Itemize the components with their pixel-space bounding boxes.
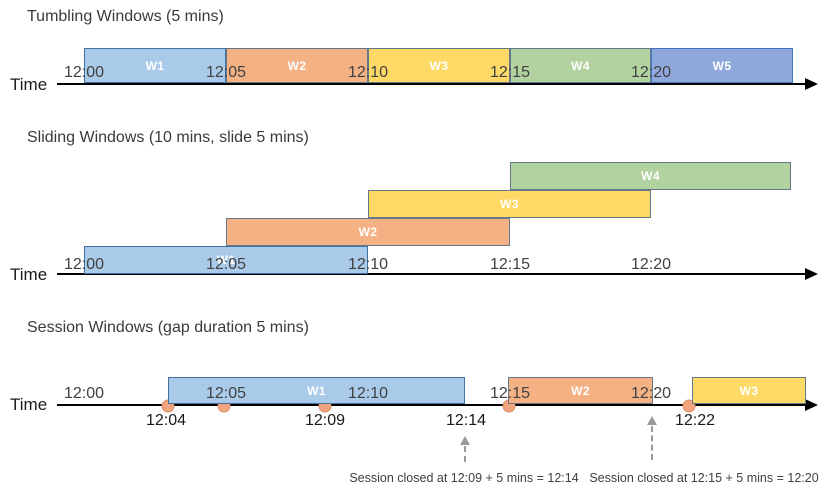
- tumbling-window-w5: W5: [651, 48, 793, 83]
- sliding-tick-1210: 12:10: [347, 256, 389, 273]
- sliding-window-w1-label: W1: [216, 253, 236, 267]
- session-tick-1220: 12:20: [630, 385, 672, 402]
- tumbling-window-w2: W2: [226, 48, 368, 83]
- tumbling-window-w3: W3: [368, 48, 510, 83]
- tumbling-window-w1: W1: [84, 48, 226, 83]
- tumbling-window-w4: W4: [510, 48, 651, 83]
- tumbling-tick-1205: 12:05: [205, 64, 247, 81]
- sliding-tick-1215: 12:15: [489, 256, 531, 273]
- sliding-window-w3-label: W3: [500, 197, 519, 211]
- session-close-arrow-2-shaft: [651, 426, 653, 460]
- sliding-tick-1205: 12:05: [205, 256, 247, 273]
- event-time-label-1222: 12:22: [674, 412, 716, 429]
- tumbling-window-w3-label: W3: [429, 58, 449, 73]
- sliding-axis-arrowhead-icon: [805, 268, 818, 280]
- tumbling-tick-1215: 12:15: [489, 64, 531, 81]
- sliding-window-w4: W4: [510, 162, 791, 190]
- tumbling-window-w5-label: W5: [712, 58, 732, 73]
- tumbling-tick-1210: 12:10: [347, 64, 389, 81]
- tumbling-section-title: Tumbling Windows (5 mins): [27, 8, 224, 25]
- session-axis-arrowhead-icon: [805, 399, 818, 411]
- tumbling-time-axis: [57, 83, 806, 85]
- sliding-window-w2-label: W2: [358, 225, 378, 239]
- sliding-section-title: Sliding Windows (10 mins, slide 5 mins): [27, 129, 309, 146]
- event-time-label-1214: 12:14: [445, 412, 487, 429]
- tumbling-window-w4-label: W4: [571, 58, 590, 73]
- sliding-window-w3: W3: [368, 190, 651, 218]
- tumbling-window-w1-label: W1: [145, 58, 165, 73]
- session-close-arrow-1-icon: [460, 436, 470, 445]
- tumbling-tick-1200: 12:00: [63, 64, 105, 81]
- session-time-axis: [57, 404, 806, 406]
- sliding-time-axis: [57, 273, 806, 275]
- session-window-w1-label: W1: [307, 383, 326, 398]
- sliding-tick-1220: 12:20: [630, 256, 672, 273]
- session-window-w1: W1: [168, 377, 465, 404]
- session-section-title: Session Windows (gap duration 5 mins): [27, 319, 309, 336]
- session-window-w3: W3: [692, 377, 806, 404]
- session-close-arrow-2-icon: [647, 416, 657, 425]
- session-window-w2-label: W2: [571, 383, 590, 398]
- session-close-arrow-1-shaft: [464, 446, 466, 462]
- event-time-label-1209: 12:09: [304, 412, 346, 429]
- tumbling-tick-1220: 12:20: [630, 64, 672, 81]
- session-tick-1215: 12:15: [489, 385, 531, 402]
- session-time-label: Time: [10, 395, 48, 414]
- sliding-window-w2: W2: [226, 218, 510, 246]
- session-close-annotation-2: Session closed at 12:15 + 5 mins = 12:20: [589, 471, 819, 485]
- tumbling-time-label: Time: [10, 75, 48, 94]
- session-window-w3-label: W3: [739, 383, 759, 398]
- sliding-window-w4-label: W4: [641, 169, 660, 183]
- tumbling-axis-arrowhead-icon: [805, 78, 818, 90]
- sliding-tick-1200: 12:00: [63, 256, 105, 273]
- sliding-time-label: Time: [10, 265, 48, 284]
- event-time-label-1204: 12:04: [145, 412, 187, 429]
- session-window-w2: W2: [508, 377, 653, 404]
- session-close-annotation-1: Session closed at 12:09 + 5 mins = 12:14: [349, 471, 579, 485]
- session-tick-1205: 12:05: [205, 385, 247, 402]
- tumbling-window-w2-label: W2: [287, 58, 307, 73]
- session-tick-1200: 12:00: [63, 385, 105, 402]
- session-tick-1210: 12:10: [347, 385, 389, 402]
- sliding-window-w1: W1: [84, 246, 368, 274]
